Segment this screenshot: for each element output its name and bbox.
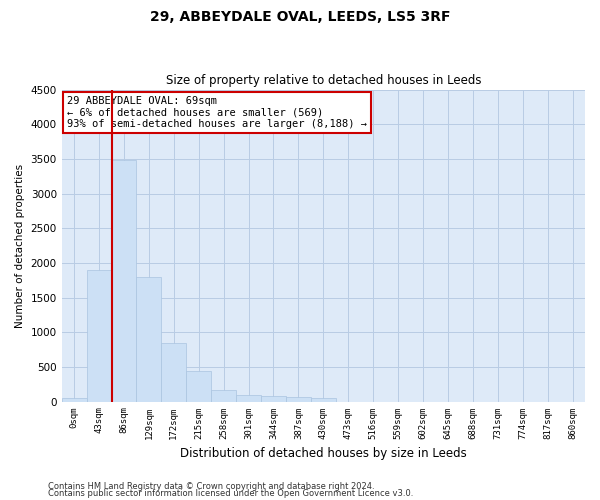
- Text: 29, ABBEYDALE OVAL, LEEDS, LS5 3RF: 29, ABBEYDALE OVAL, LEEDS, LS5 3RF: [150, 10, 450, 24]
- Bar: [161, 342, 186, 402]
- Bar: [261, 396, 286, 402]
- Bar: [86, 270, 112, 402]
- Text: 29 ABBEYDALE OVAL: 69sqm
← 6% of detached houses are smaller (569)
93% of semi-d: 29 ABBEYDALE OVAL: 69sqm ← 6% of detache…: [67, 96, 367, 129]
- Text: Contains public sector information licensed under the Open Government Licence v3: Contains public sector information licen…: [48, 489, 413, 498]
- Bar: [186, 371, 211, 402]
- Y-axis label: Number of detached properties: Number of detached properties: [15, 164, 25, 328]
- Bar: [136, 277, 161, 402]
- Bar: [211, 390, 236, 402]
- Bar: [311, 398, 336, 402]
- Text: Contains HM Land Registry data © Crown copyright and database right 2024.: Contains HM Land Registry data © Crown c…: [48, 482, 374, 491]
- Bar: [286, 397, 311, 402]
- Bar: [112, 160, 136, 402]
- Bar: [62, 398, 86, 402]
- Bar: [236, 394, 261, 402]
- X-axis label: Distribution of detached houses by size in Leeds: Distribution of detached houses by size …: [180, 447, 467, 460]
- Title: Size of property relative to detached houses in Leeds: Size of property relative to detached ho…: [166, 74, 481, 87]
